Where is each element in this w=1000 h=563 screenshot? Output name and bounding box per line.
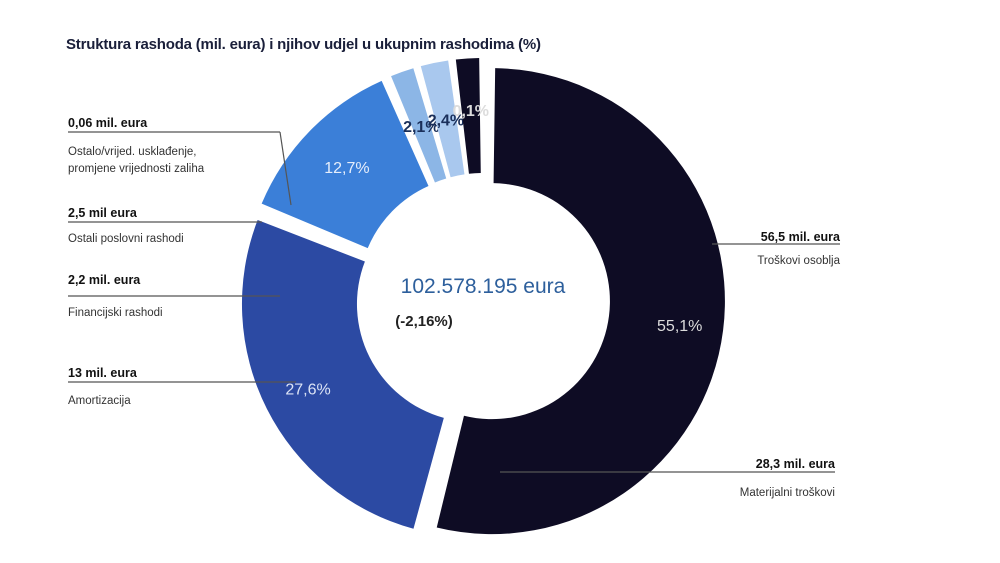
center-total-label: 102.578.195 eura: [401, 275, 566, 298]
slice-name-label: Financijski rashodi: [68, 307, 163, 319]
slice-value-label: 2,2 mil. eura: [68, 273, 141, 287]
slice-name-label: Troškovi osoblja: [757, 255, 840, 267]
slice-6: [455, 58, 481, 174]
slice-5: [420, 60, 465, 178]
slice-1: [436, 68, 725, 535]
slice-value-label: 28,3 mil. eura: [756, 457, 836, 471]
donut-slices: 55,1% 27,6% 12,7% 2,1%2,4%0,1%: [241, 58, 725, 535]
leader-lines: [68, 131, 840, 473]
slice-name-label: Amortizacija: [68, 395, 131, 407]
slice-percent-label: 0,1%: [453, 103, 489, 120]
slice-percent-label: 2,1%: [403, 119, 439, 136]
slice-value-label: 0,06 mil. eura: [68, 116, 148, 130]
slice-value-label: 2,5 mil eura: [68, 206, 138, 220]
slice-3: [261, 80, 429, 249]
slice-name-label: Ostalo/vrijed. usklađenje,: [68, 146, 196, 158]
slice-percent-label: 27,6%: [285, 381, 330, 398]
slice-percent-label: 55,1%: [657, 318, 702, 335]
leader-line: [279, 131, 292, 206]
annotations: 56,5 mil. eura Troškovi osoblja 28,3 mil. …: [68, 116, 841, 499]
slice-value-label: 13 mil. eura: [68, 366, 138, 380]
slice-name-label: promjene vrijednosti zaliha: [68, 163, 205, 175]
slice-name-label: Materijalni troškovi: [740, 487, 835, 499]
center-change-label: (-2,16%): [395, 313, 453, 330]
slice-value-label: 56,5 mil. eura: [761, 230, 841, 244]
slice-percent-label: 2,4%: [428, 112, 464, 129]
slice-2: [241, 220, 444, 529]
slice-percent-label: 12,7%: [324, 160, 369, 177]
slice-name-label: Ostali poslovni rashodi: [68, 233, 184, 245]
slice-4: [391, 68, 447, 183]
chart-title: Struktura rashoda (mil. eura) i njihov u…: [66, 36, 541, 53]
